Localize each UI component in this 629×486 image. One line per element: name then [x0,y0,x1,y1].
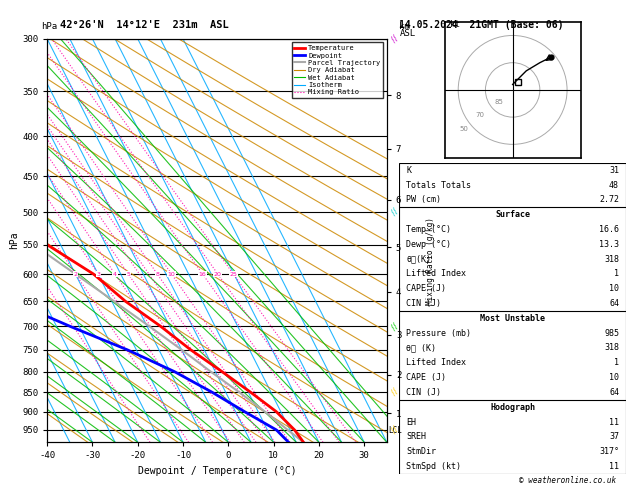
Text: //: // [390,425,401,435]
Text: CAPE (J): CAPE (J) [406,373,446,382]
Text: 2: 2 [74,272,77,277]
Legend: Temperature, Dewpoint, Parcel Trajectory, Dry Adiabat, Wet Adiabat, Isotherm, Mi: Temperature, Dewpoint, Parcel Trajectory… [292,42,383,98]
Text: 3: 3 [96,272,100,277]
Text: 318: 318 [604,344,619,352]
Text: 50: 50 [459,126,468,132]
Text: Lifted Index: Lifted Index [406,269,466,278]
Text: Totals Totals: Totals Totals [406,180,471,190]
Text: EH: EH [406,417,416,427]
Text: km: km [399,22,410,31]
Text: Mixing Ratio (g/kg): Mixing Ratio (g/kg) [426,217,435,305]
Text: 25: 25 [230,272,237,277]
Text: kt: kt [450,20,460,29]
Text: 13.3: 13.3 [599,240,619,249]
Text: θᴄ(K): θᴄ(K) [406,255,431,263]
Text: CAPE (J): CAPE (J) [406,284,446,293]
Text: ASL: ASL [399,29,416,38]
Text: 985: 985 [604,329,619,338]
Text: 318: 318 [604,255,619,263]
Text: 85: 85 [494,99,503,104]
Y-axis label: hPa: hPa [9,232,19,249]
Text: 48: 48 [609,180,619,190]
Text: 70: 70 [476,112,484,118]
Text: 317°: 317° [599,447,619,456]
Text: 1: 1 [614,269,619,278]
Text: CIN (J): CIN (J) [406,388,441,397]
Text: 2.72: 2.72 [599,195,619,204]
Text: CIN (J): CIN (J) [406,299,441,308]
Text: Most Unstable: Most Unstable [480,314,545,323]
Text: SREH: SREH [406,433,426,441]
Text: 37: 37 [609,433,619,441]
Text: © weatheronline.co.uk: © weatheronline.co.uk [520,475,616,485]
Text: Temp (°C): Temp (°C) [406,225,451,234]
Text: 5: 5 [126,272,130,277]
Text: 20: 20 [214,272,222,277]
Text: //: // [390,321,401,331]
Text: 11: 11 [609,417,619,427]
Text: 10: 10 [609,284,619,293]
Text: 10: 10 [609,373,619,382]
Text: 10: 10 [168,272,175,277]
Text: 42°26'N  14°12'E  231m  ASL: 42°26'N 14°12'E 231m ASL [60,20,228,31]
Text: 16: 16 [199,272,206,277]
Text: θᴄ (K): θᴄ (K) [406,344,436,352]
Text: Lifted Index: Lifted Index [406,358,466,367]
Text: 64: 64 [609,299,619,308]
Text: K: K [406,166,411,174]
Text: 8: 8 [155,272,159,277]
Text: Hodograph: Hodograph [490,403,535,412]
Text: 31: 31 [609,166,619,174]
Text: 11: 11 [609,462,619,471]
Text: //: // [390,34,401,44]
Text: 1: 1 [614,358,619,367]
Text: Dewp (°C): Dewp (°C) [406,240,451,249]
Text: //: // [390,387,401,398]
X-axis label: Dewpoint / Temperature (°C): Dewpoint / Temperature (°C) [138,466,296,476]
Text: Pressure (mb): Pressure (mb) [406,329,471,338]
Text: 64: 64 [609,388,619,397]
Text: hPa: hPa [41,22,57,31]
Text: StmSpd (kt): StmSpd (kt) [406,462,461,471]
Text: 14.05.2024  21GMT (Base: 06): 14.05.2024 21GMT (Base: 06) [399,20,564,31]
Text: Surface: Surface [495,210,530,219]
Text: //: // [390,207,401,217]
Text: 16.6: 16.6 [599,225,619,234]
Text: PW (cm): PW (cm) [406,195,441,204]
Text: LCL: LCL [388,426,402,435]
Text: StmDir: StmDir [406,447,436,456]
Text: 4: 4 [113,272,117,277]
